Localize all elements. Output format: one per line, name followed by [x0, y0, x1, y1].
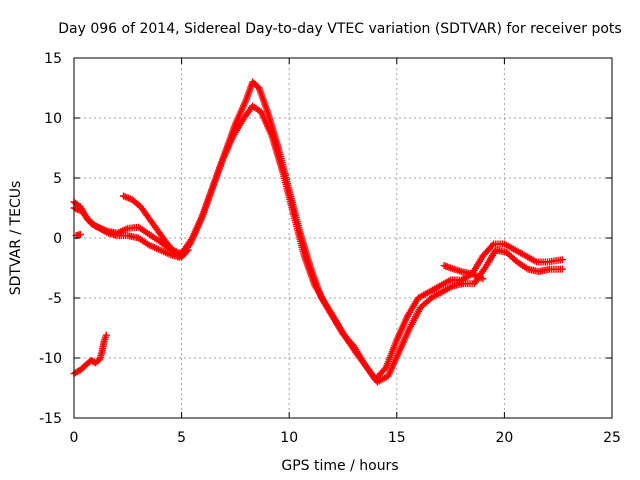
series-track-4 — [119, 192, 192, 261]
data-points — [70, 78, 567, 386]
x-tick-label: 5 — [177, 430, 186, 446]
y-tick-label: 10 — [44, 111, 62, 127]
data-point — [102, 331, 110, 339]
series-track-5 — [440, 262, 487, 283]
x-tick-label: 25 — [603, 430, 621, 446]
data-point — [559, 265, 567, 273]
x-axis-label: GPS time / hours — [281, 458, 398, 474]
data-point — [184, 246, 192, 254]
y-tick-label: -15 — [39, 411, 62, 427]
y-tick-label: 15 — [44, 51, 62, 67]
y-tick-label: -10 — [39, 351, 62, 367]
x-tick-label: 20 — [495, 430, 513, 446]
y-tick-label: 5 — [53, 171, 62, 187]
grid-lines — [74, 58, 612, 418]
y-tick-label: 0 — [53, 231, 62, 247]
x-tick-label: 0 — [70, 430, 79, 446]
data-point — [183, 247, 191, 255]
data-point — [76, 230, 84, 238]
series-track-1 — [70, 78, 567, 384]
y-tick-label: -5 — [48, 291, 62, 307]
chart-title: Day 096 of 2014, Sidereal Day-to-day VTE… — [58, 21, 621, 37]
data-point — [488, 242, 496, 249]
data-point — [559, 256, 567, 264]
x-tick-label: 15 — [388, 430, 406, 446]
data-point — [479, 275, 487, 283]
series-track-6 — [70, 331, 110, 378]
x-tick-label: 10 — [280, 430, 298, 446]
y-axis-label: SDTVAR / TECUs — [8, 181, 24, 296]
axis-ticks: 0 5 10 15 20 25 -15 -10 -5 0 5 10 15 — [39, 51, 621, 446]
series-track-2 — [70, 102, 567, 386]
